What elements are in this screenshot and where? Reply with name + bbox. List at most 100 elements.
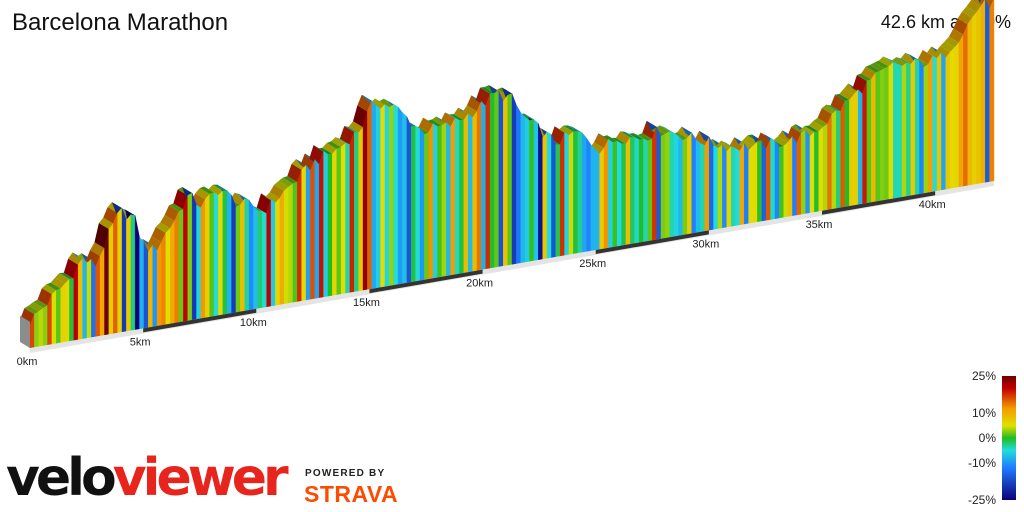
profile-segment xyxy=(165,228,171,325)
profile-segment xyxy=(779,145,784,219)
profile-top-surface xyxy=(694,130,710,146)
profile-top-surface xyxy=(50,277,66,289)
profile-segment xyxy=(949,47,955,189)
profile-segment xyxy=(722,144,727,229)
profile-top-surface xyxy=(445,112,460,121)
profile-segment xyxy=(200,199,206,319)
profile-segment xyxy=(612,140,618,248)
profile-top-surface xyxy=(164,205,179,221)
profile-segment xyxy=(652,126,657,241)
profile-segment xyxy=(577,131,583,254)
profile-top-surface xyxy=(379,98,394,108)
profile-segment xyxy=(82,257,88,340)
profile-segment xyxy=(362,111,368,291)
profile-segment xyxy=(814,131,819,213)
profile-segment xyxy=(735,148,741,227)
profile-top-surface xyxy=(624,131,640,140)
profile-segment xyxy=(95,255,101,337)
profile-top-surface xyxy=(602,135,618,143)
profile-top-surface xyxy=(98,217,114,230)
profile-top-surface xyxy=(418,117,434,133)
profile-top-surface xyxy=(615,131,631,144)
profile-segment xyxy=(253,206,259,310)
profile-top-surface xyxy=(629,133,644,140)
profile-segment xyxy=(805,129,811,214)
profile-segment xyxy=(621,143,627,246)
profile-top-surface xyxy=(274,180,289,191)
profile-segment xyxy=(389,104,394,286)
profile-segment xyxy=(936,51,942,192)
legend-label: 25% xyxy=(972,369,996,383)
profile-segment xyxy=(156,242,162,327)
profile-top-surface xyxy=(856,73,872,81)
profile-top-surface xyxy=(265,192,280,203)
profile-segment xyxy=(481,100,486,271)
profile-top-surface xyxy=(672,132,688,141)
legend-label: 0% xyxy=(979,431,997,445)
profile-top-surface xyxy=(453,107,469,121)
profile-segment xyxy=(787,135,793,217)
profile-segment xyxy=(489,92,495,269)
profile-top-surface xyxy=(633,133,648,141)
profile-segment xyxy=(288,183,294,304)
profile-segment xyxy=(183,195,188,322)
legend-label: 10% xyxy=(972,406,996,420)
profile-segment xyxy=(757,140,762,223)
profile-segment xyxy=(441,122,447,277)
profile-segment xyxy=(354,131,359,293)
profile-segment xyxy=(928,55,933,193)
profile-top-surface xyxy=(168,203,184,212)
strava-logo[interactable]: STRAVA xyxy=(304,481,399,507)
profile-top-surface xyxy=(878,56,894,67)
profile-segment xyxy=(178,209,184,323)
profile-segment xyxy=(581,132,587,253)
km-band xyxy=(369,269,483,294)
profile-segment xyxy=(932,55,938,192)
profile-segment xyxy=(485,93,491,270)
profile-segment xyxy=(349,131,355,293)
profile-segment xyxy=(231,195,237,314)
profile-segment xyxy=(906,62,911,197)
profile-top-surface xyxy=(835,94,850,101)
profile-segment xyxy=(446,122,451,277)
profile-segment xyxy=(428,123,434,280)
profile-segment xyxy=(538,123,543,261)
profile-segment xyxy=(432,123,438,279)
profile-segment xyxy=(314,159,320,299)
profile-segment xyxy=(914,58,920,195)
profile-segment xyxy=(371,100,377,290)
profile-top-surface xyxy=(37,288,52,306)
profile-segment xyxy=(673,132,679,237)
profile-segment xyxy=(384,104,390,287)
profile-segment xyxy=(625,136,631,246)
profile-top-surface xyxy=(563,125,578,132)
profile-top-surface xyxy=(41,284,57,295)
profile-segment xyxy=(691,131,697,234)
page-title: Barcelona Marathon xyxy=(12,9,229,36)
profile-top-surface xyxy=(948,28,964,43)
profile-segment xyxy=(345,142,351,294)
legend-label: -10% xyxy=(968,456,996,470)
profile-segment xyxy=(862,80,868,205)
profile-segment xyxy=(275,197,280,306)
profile-segment xyxy=(437,125,443,278)
profile-segment xyxy=(459,119,464,274)
profile-segment xyxy=(450,118,456,276)
profile-top-surface xyxy=(278,177,293,187)
profile-top-surface xyxy=(738,140,753,151)
profile-top-surface xyxy=(94,223,109,249)
profile-segment xyxy=(270,198,276,307)
km-band xyxy=(143,308,257,333)
x-tick-label: 15km xyxy=(353,297,380,309)
profile-segment xyxy=(752,141,758,223)
profile-segment xyxy=(866,79,872,204)
profile-segment xyxy=(91,258,96,338)
profile-top-surface xyxy=(874,60,889,69)
profile-segment xyxy=(546,131,552,259)
profile-top-surface xyxy=(808,121,824,132)
profile-segment xyxy=(963,24,968,187)
veloviewer-logo[interactable]: veloviewer xyxy=(6,452,289,504)
profile-segment xyxy=(60,283,66,343)
profile-segment xyxy=(801,129,806,215)
